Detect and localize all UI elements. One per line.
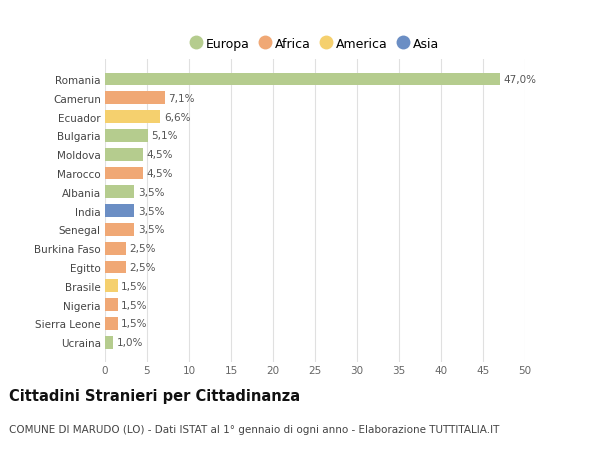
Bar <box>105 186 134 199</box>
Bar <box>105 317 118 330</box>
Text: 47,0%: 47,0% <box>503 75 536 85</box>
Legend: Europa, Africa, America, Asia: Europa, Africa, America, Asia <box>186 33 444 56</box>
Text: 4,5%: 4,5% <box>146 150 173 160</box>
Bar <box>105 336 113 349</box>
Text: 1,5%: 1,5% <box>121 281 148 291</box>
Bar <box>105 130 148 142</box>
Text: 4,5%: 4,5% <box>146 168 173 179</box>
Text: 7,1%: 7,1% <box>168 94 194 104</box>
Bar <box>105 111 160 124</box>
Bar <box>105 167 143 180</box>
Bar <box>105 73 500 86</box>
Text: 2,5%: 2,5% <box>130 244 156 254</box>
Bar <box>105 148 143 161</box>
Text: 1,5%: 1,5% <box>121 319 148 329</box>
Text: 3,5%: 3,5% <box>138 206 164 216</box>
Bar <box>105 298 118 311</box>
Text: 1,5%: 1,5% <box>121 300 148 310</box>
Text: 5,1%: 5,1% <box>151 131 178 141</box>
Bar <box>105 242 126 255</box>
Text: Cittadini Stranieri per Cittadinanza: Cittadini Stranieri per Cittadinanza <box>9 388 300 403</box>
Bar <box>105 261 126 274</box>
Bar <box>105 224 134 236</box>
Text: 6,6%: 6,6% <box>164 112 190 123</box>
Text: 1,0%: 1,0% <box>117 337 143 347</box>
Text: 2,5%: 2,5% <box>130 263 156 272</box>
Text: COMUNE DI MARUDO (LO) - Dati ISTAT al 1° gennaio di ogni anno - Elaborazione TUT: COMUNE DI MARUDO (LO) - Dati ISTAT al 1°… <box>9 425 499 435</box>
Text: 3,5%: 3,5% <box>138 225 164 235</box>
Text: 3,5%: 3,5% <box>138 187 164 197</box>
Bar <box>105 92 164 105</box>
Bar <box>105 205 134 218</box>
Bar <box>105 280 118 292</box>
